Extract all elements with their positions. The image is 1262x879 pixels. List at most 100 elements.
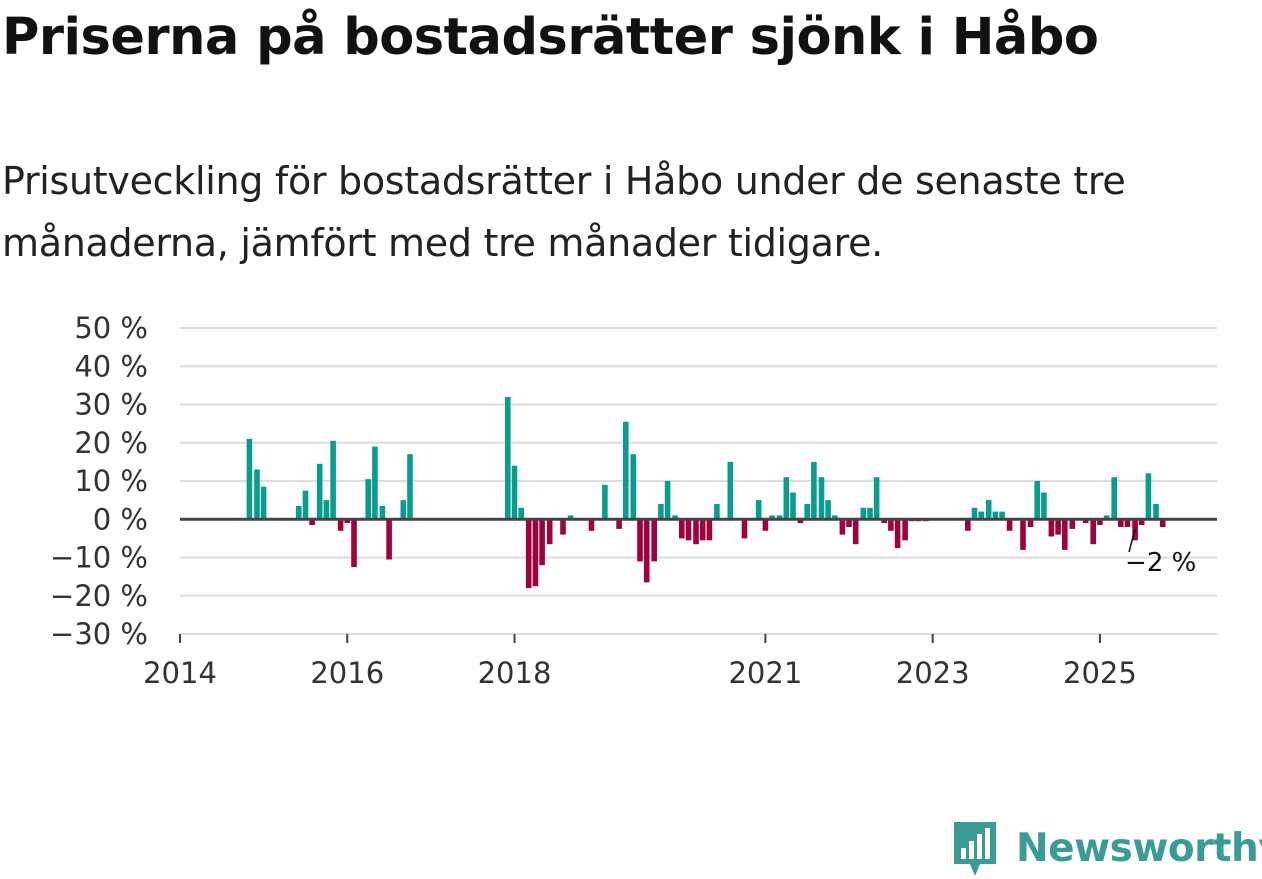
x-tick-label: 2021 xyxy=(728,656,802,690)
y-tick-label: 50 % xyxy=(74,311,148,345)
y-axis: 50 % 40 % 30 % 20 % 10 % 0 % −10 % −20 % −30 % xyxy=(50,311,148,651)
bar xyxy=(246,438,253,520)
bar xyxy=(727,461,734,520)
bar xyxy=(672,515,678,520)
bar xyxy=(539,519,545,566)
bar xyxy=(699,519,706,541)
bar xyxy=(811,461,817,520)
bar xyxy=(783,477,790,520)
bar xyxy=(679,519,685,539)
bar xyxy=(588,519,595,531)
bar xyxy=(546,519,553,545)
bar xyxy=(309,519,315,525)
bar xyxy=(797,519,804,524)
bar xyxy=(894,519,901,548)
bar xyxy=(881,519,887,524)
bar xyxy=(254,469,260,520)
bar xyxy=(643,519,650,583)
x-tick-label: 2014 xyxy=(143,656,217,690)
bar xyxy=(651,519,657,562)
bar xyxy=(637,519,643,562)
bar xyxy=(532,519,539,587)
bar xyxy=(1034,481,1040,520)
bar xyxy=(505,396,511,520)
bar xyxy=(330,440,336,520)
bar xyxy=(302,490,309,520)
bar xyxy=(1111,477,1117,520)
bar xyxy=(1103,515,1110,520)
bar xyxy=(1062,519,1068,550)
bar xyxy=(1124,519,1131,527)
x-tick-label: 2016 xyxy=(310,656,384,690)
bar xyxy=(714,503,720,520)
bar xyxy=(316,463,323,520)
bar xyxy=(846,519,852,527)
bar xyxy=(296,505,302,520)
bar xyxy=(323,500,330,520)
bar xyxy=(664,481,671,520)
bar xyxy=(755,500,762,520)
bar xyxy=(832,515,838,520)
bar xyxy=(567,515,574,520)
chart-subtitle: Prisutveckling för bostadsrätter i Håbo … xyxy=(2,159,1126,265)
bar xyxy=(400,500,407,520)
bar xyxy=(560,519,566,535)
bar xyxy=(1138,519,1145,525)
bar xyxy=(852,519,859,545)
bar xyxy=(1055,519,1061,535)
bar xyxy=(888,519,894,531)
y-tick-label: −10 % xyxy=(50,541,148,575)
bar xyxy=(1118,519,1124,527)
y-tick-label: 10 % xyxy=(74,464,148,498)
bar xyxy=(1082,519,1089,524)
bar xyxy=(337,519,344,531)
bar xyxy=(769,515,775,520)
bar xyxy=(741,519,748,539)
bar xyxy=(658,503,664,520)
bar xyxy=(804,503,810,520)
y-tick-label: 40 % xyxy=(74,349,148,383)
bar xyxy=(873,477,880,520)
y-tick-label: −30 % xyxy=(50,617,148,651)
annotations: −2 % xyxy=(1125,528,1196,578)
bar xyxy=(790,492,796,520)
x-tick-label: 2025 xyxy=(1063,656,1137,690)
bar xyxy=(706,519,713,541)
bar xyxy=(1090,519,1096,545)
newsworthy-logo-icon xyxy=(954,822,996,876)
bar xyxy=(407,454,413,520)
y-tick-label: −20 % xyxy=(50,579,148,613)
bar xyxy=(386,519,392,560)
bar xyxy=(825,500,831,520)
bar xyxy=(1048,519,1055,537)
bar xyxy=(1069,519,1076,529)
bar xyxy=(1097,519,1103,525)
bar xyxy=(818,477,825,520)
bar xyxy=(985,500,992,520)
brand-name: Newsworthy xyxy=(1016,825,1262,871)
bar xyxy=(762,519,769,531)
bar xyxy=(776,515,783,520)
bar xyxy=(693,519,699,545)
y-tick-label: 0 % xyxy=(93,502,148,536)
bar xyxy=(616,519,622,529)
bar xyxy=(365,479,371,520)
bar xyxy=(1020,519,1026,550)
brand: Newsworthy xyxy=(950,818,1262,878)
bar xyxy=(971,507,978,520)
bar xyxy=(1006,519,1013,531)
bar xyxy=(525,519,532,589)
bar xyxy=(839,519,846,535)
bar xyxy=(1153,503,1159,520)
bar xyxy=(1145,473,1152,520)
chart-title: Priserna på bostadsrätter sjönk i Håbo xyxy=(2,8,1099,67)
x-tick-label: 2023 xyxy=(896,656,970,690)
x-axis: 2014 2016 2018 2021 2023 2025 xyxy=(143,633,1217,690)
bar xyxy=(1027,519,1034,527)
annotation-label: −2 % xyxy=(1125,548,1196,578)
bar xyxy=(992,511,999,520)
bar xyxy=(351,519,357,568)
bar xyxy=(1159,519,1166,527)
bar xyxy=(860,507,867,520)
y-tick-label: 20 % xyxy=(74,426,148,460)
